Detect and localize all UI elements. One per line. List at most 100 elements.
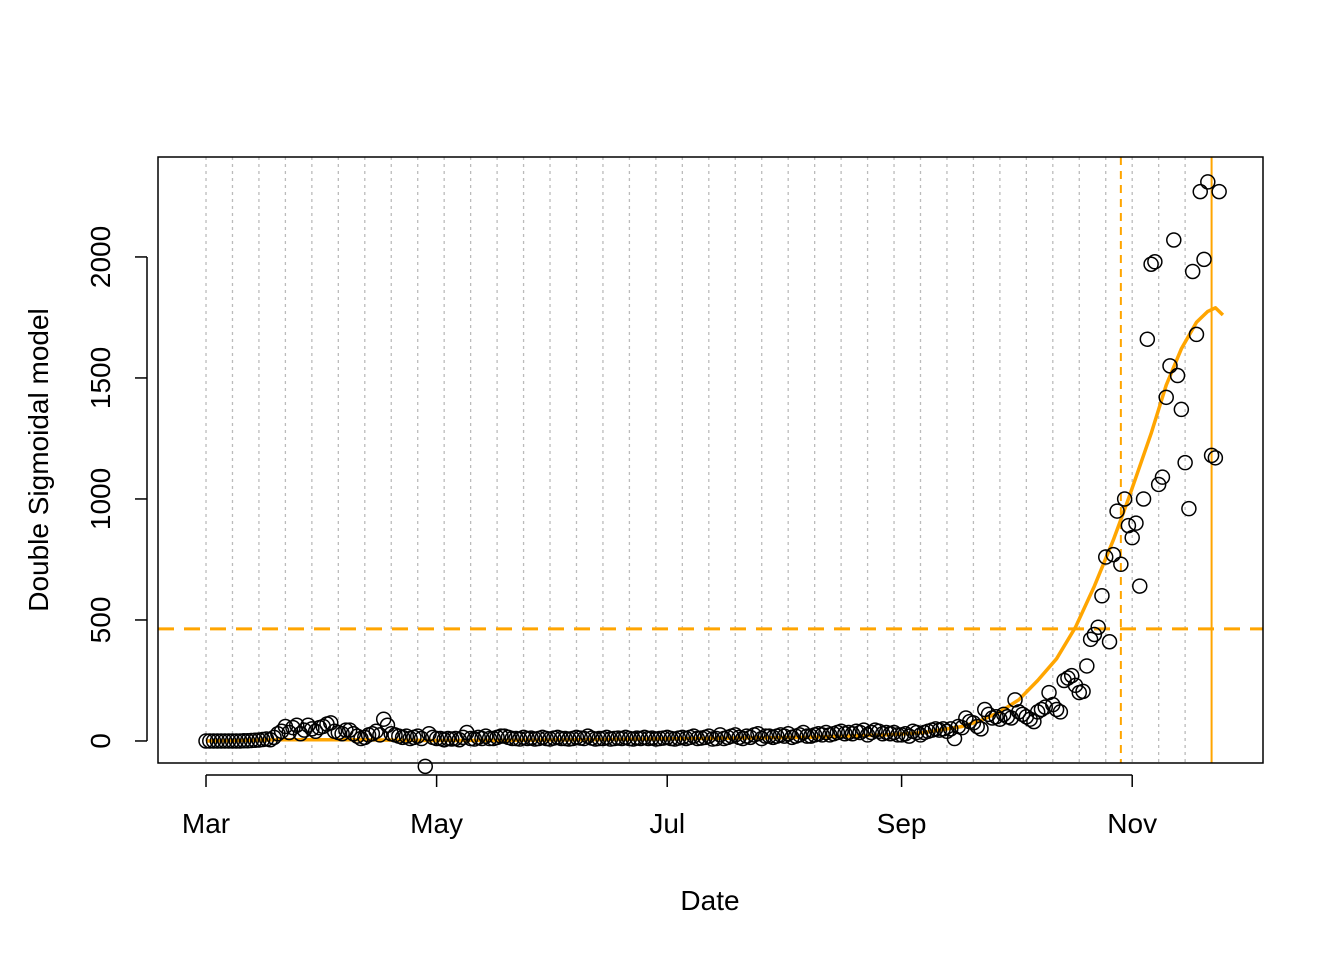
data-point: [209, 733, 226, 749]
data-point: [417, 758, 434, 775]
data-point: [288, 717, 305, 733]
data-point: [1026, 713, 1042, 730]
data-point: [897, 725, 914, 742]
data-point: [220, 733, 237, 749]
y-tick-label: 2000: [85, 226, 116, 288]
data-point: [228, 733, 245, 749]
data-point: [1169, 367, 1186, 384]
data-point: [1086, 626, 1103, 643]
data-point: [296, 722, 313, 738]
data-point: [198, 733, 214, 749]
data-point: [1079, 658, 1095, 674]
data-point: [795, 724, 812, 741]
x-axis-label: Date: [680, 885, 739, 916]
data-point: [372, 727, 388, 743]
x-tick-label: May: [410, 808, 463, 839]
data-point: [935, 721, 951, 737]
data-point: [1139, 331, 1156, 347]
data-point: [1188, 326, 1205, 343]
data-point: [859, 727, 876, 743]
data-point: [992, 711, 1008, 727]
data-point: [701, 728, 717, 744]
data-point: [1211, 183, 1227, 200]
data-point: [712, 727, 728, 743]
data-point: [236, 732, 252, 749]
data-point: [901, 728, 917, 744]
data-point: [1109, 503, 1125, 519]
data-point: [1105, 546, 1122, 563]
data-point: [398, 728, 415, 744]
data-point: [856, 722, 872, 738]
data-point: [1052, 704, 1069, 720]
data-point: [1196, 251, 1212, 268]
data-point: [708, 730, 725, 747]
y-tick-label: 1000: [85, 468, 116, 530]
data-point: [852, 724, 868, 741]
data-point: [1101, 634, 1118, 650]
data-point: [753, 730, 770, 747]
data-point: [481, 730, 498, 747]
data-point: [871, 723, 887, 740]
data-point: [1132, 578, 1148, 594]
data-point: [908, 724, 925, 741]
data-point: [455, 729, 471, 746]
x-tick-label: Jul: [649, 808, 685, 839]
data-point: [791, 727, 808, 743]
data-point: [1200, 174, 1216, 190]
data-point: [304, 721, 320, 737]
data-point: [750, 725, 766, 742]
data-point: [1037, 699, 1054, 715]
data-point: [202, 733, 218, 749]
data-point: [988, 709, 1004, 725]
data-point: [995, 706, 1012, 723]
data-point: [1094, 588, 1110, 604]
x-tick-label: Mar: [182, 808, 230, 839]
data-point: [776, 728, 793, 744]
data-point: [413, 730, 430, 747]
data-point: [890, 727, 906, 743]
data-point: [833, 723, 849, 740]
data-point: [224, 733, 241, 749]
data-point: [973, 721, 989, 737]
x-tick-label: Sep: [877, 808, 927, 839]
data-point: [1063, 667, 1080, 684]
y-axis-label: Double Sigmoidal model: [23, 308, 54, 612]
data-point: [504, 730, 520, 747]
data-point: [1192, 183, 1208, 200]
data-point: [1090, 619, 1106, 635]
data-point: [349, 728, 365, 744]
data-point: [553, 730, 570, 747]
data-point: [814, 727, 830, 743]
data-point: [942, 721, 959, 737]
data-point: [863, 724, 880, 741]
data-point: [345, 725, 362, 742]
data-point: [1177, 454, 1193, 471]
data-point: [1166, 232, 1182, 248]
data-point: [1113, 556, 1129, 573]
data-point: [364, 725, 381, 742]
data-point: [1124, 529, 1140, 546]
data-point: [1158, 389, 1174, 406]
y-tick-label: 500: [85, 597, 116, 644]
data-point: [474, 730, 490, 747]
data-point: [1128, 515, 1144, 531]
data-point: [1173, 401, 1190, 418]
data-point: [958, 710, 974, 726]
data-point: [1143, 256, 1159, 272]
y-tick-label: 0: [85, 733, 116, 749]
data-point: [323, 715, 339, 731]
data-point: [409, 728, 426, 744]
plot-frame: [157, 156, 1264, 764]
data-point: [273, 723, 290, 740]
x-tick-label: Nov: [1107, 808, 1157, 839]
data-point: [727, 727, 744, 743]
data-point: [742, 729, 759, 746]
data-point: [1097, 549, 1114, 565]
data-point: [1162, 358, 1178, 374]
data-point: [685, 728, 702, 744]
data-point: [1048, 701, 1065, 718]
data-point: [799, 728, 815, 744]
data-point: [591, 730, 607, 747]
